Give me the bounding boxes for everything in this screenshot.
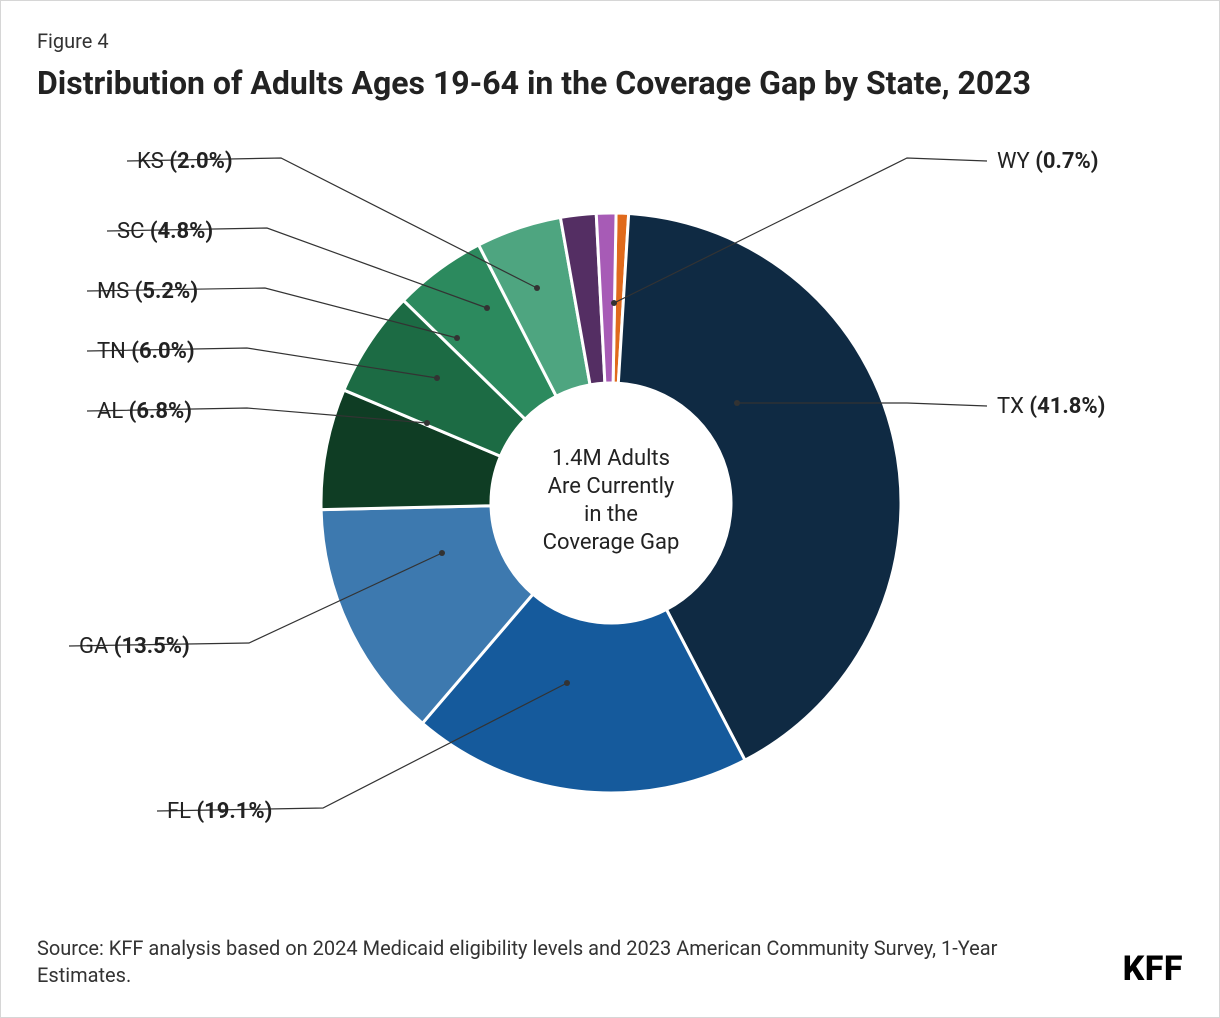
slice-label-tn: TN (6.0%) — [97, 339, 195, 364]
figure-label: Figure 4 — [37, 29, 1183, 53]
brand-logo: KFF — [1123, 949, 1183, 989]
slice-label-sc: SC (4.8%) — [117, 219, 213, 244]
slice-label-ms: MS (5.2%) — [97, 279, 198, 304]
slice-label-fl: FL (19.1%) — [167, 799, 272, 824]
slice-label-ga: GA (13.5%) — [79, 634, 190, 659]
center-text: 1.4M AdultsAre Currentlyin theCoverage G… — [543, 446, 680, 555]
donut-chart: WY (0.7%) TX (41.8%) FL (19.1%) GA (13.5%) A… — [37, 113, 1185, 853]
source-text: Source: KFF analysis based on 2024 Medic… — [37, 935, 1069, 989]
figure-title: Distribution of Adults Ages 19-64 in the… — [37, 63, 1117, 103]
slice-label-wy: WY (0.7%) — [997, 149, 1099, 174]
slice-label-tx: TX (41.8%) — [997, 394, 1105, 419]
slice-label-al: AL (6.8%) — [97, 399, 192, 424]
chart-area: WY (0.7%) TX (41.8%) FL (19.1%) GA (13.5%) A… — [37, 113, 1183, 853]
slice-label-ks: KS (2.0%) — [137, 149, 233, 174]
figure-container: Figure 4 Distribution of Adults Ages 19-… — [0, 0, 1220, 1018]
